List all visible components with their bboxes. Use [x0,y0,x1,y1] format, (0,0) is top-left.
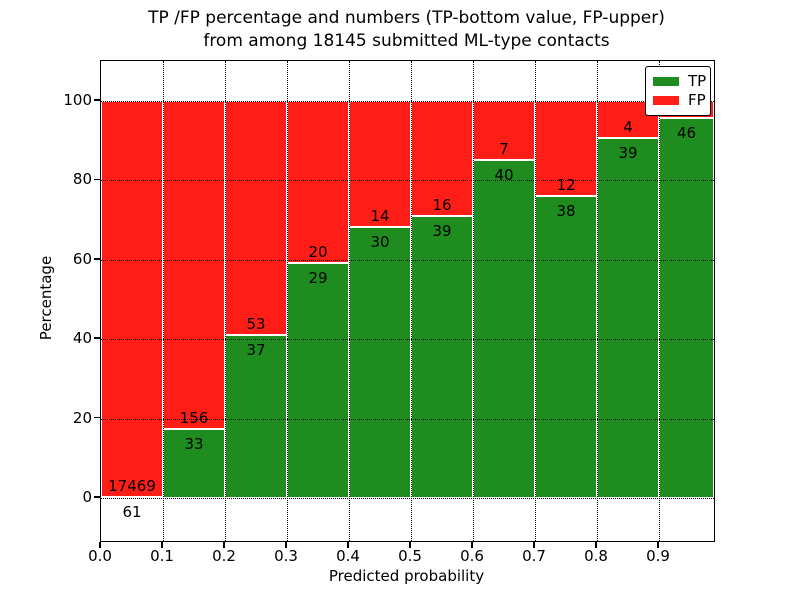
tp-count-label: 38 [556,202,576,221]
vertical-gridline [535,61,536,541]
x-tick-label: 0.0 [88,547,112,565]
y-tick-label: 20 [72,408,92,427]
horizontal-gridline [101,339,714,341]
legend-row: FP [653,91,706,110]
tp-bar-segment [411,216,473,498]
tp-bar-segment [287,263,349,498]
x-tick-mark [161,541,163,548]
horizontal-gridline [101,259,714,261]
y-tick-label: 0 [82,488,92,506]
tp-count-label: 39 [618,143,638,162]
y-tick-label: 80 [72,170,92,189]
fp-count-label: 7 [499,140,509,159]
tp-count-label: 37 [246,340,266,359]
legend-row: TP [653,72,707,91]
y-tick-mark [94,178,100,181]
y-tick-mark [94,99,100,101]
x-tick-mark [285,541,287,548]
fp-legend-label: FP [688,91,706,109]
x-tick-mark [533,541,535,548]
vertical-gridline [473,61,474,541]
tp-bar-segment [659,117,714,498]
plot-area: 17469 61 156 33 53 37 20 29 14 30 16 39 7 40 12 38 4 39 46 [100,60,715,542]
tp-count-label: 33 [184,434,204,453]
y-tick-label: 40 [72,329,92,348]
tp-count-label: 46 [676,123,697,142]
x-tick-mark [223,541,225,548]
x-tick-mark [99,541,101,548]
fp-count-label: 4 [623,117,633,136]
fp-count-label: 14 [370,207,390,226]
x-tick-mark [657,541,659,548]
x-tick-label: 0.8 [584,547,608,565]
x-tick-label: 0.3 [274,547,298,565]
x-tick-mark [471,541,473,548]
y-tick-mark [94,496,100,498]
vertical-gridline [287,61,288,541]
horizontal-gridline [101,498,714,499]
vertical-gridline [349,61,350,541]
x-tick-mark [595,541,597,548]
x-tick-label: 0.2 [212,547,236,565]
y-tick-mark [94,258,100,260]
chart-title: TP /FP percentage and numbers (TP-bottom… [100,7,713,53]
vertical-gridline [659,61,660,541]
tp-bar-segment [473,160,535,498]
fp-count-label: 17469 [108,476,156,495]
fp-count-label: 53 [246,314,266,333]
tp-count-label: 29 [308,269,328,288]
tp-bar-segment [163,428,225,498]
chart-title-line2: from among 18145 submitted ML-type conta… [203,31,610,51]
fp-count-label: 156 [179,408,209,427]
x-tick-label: 0.7 [522,547,546,565]
tp-count-label: 40 [494,166,514,185]
y-tick-label: 60 [72,249,92,268]
vertical-gridline [411,61,412,541]
x-tick-label: 0.5 [398,547,422,565]
horizontal-gridline [101,418,714,420]
vertical-gridline [225,61,226,541]
fp-bar-segment [287,101,349,264]
horizontal-gridline [101,101,714,102]
tp-bar-segment [349,227,411,498]
x-axis-label: Predicted probability [328,567,485,585]
fp-count-label: 12 [556,176,576,195]
tp-count-label: 61 [122,502,142,521]
y-tick-mark [94,337,100,339]
fp-bar-segment [163,101,225,429]
vertical-gridline [163,61,164,541]
tp-count-label: 39 [432,222,452,241]
x-tick-label: 0.4 [336,547,360,565]
tp-legend-swatch [653,77,679,86]
fp-bar-segment [101,101,163,497]
y-tick-mark [94,416,100,419]
x-tick-mark [347,541,349,548]
fp-count-label: 16 [432,196,452,215]
y-axis-label: Percentage [37,255,55,341]
legend: TP FP [645,66,711,116]
tp-bar-segment [535,196,597,498]
fp-bar-segment [473,101,535,161]
fp-count-label: 20 [308,243,328,262]
x-tick-label: 0.1 [150,547,174,565]
tp-count-label: 30 [370,233,390,252]
x-tick-label: 0.9 [646,547,670,565]
x-tick-mark [409,541,411,548]
x-tick-label: 0.6 [460,547,484,565]
fp-legend-swatch [653,96,679,105]
fp-bar-segment [225,101,287,335]
vertical-gridline [597,61,598,541]
tp-bar-segment [597,137,659,498]
horizontal-gridline [101,180,714,182]
tp-legend-label: TP [688,72,707,90]
tp-bar-segment [225,334,287,498]
chart-title-line1: TP /FP percentage and numbers (TP-bottom… [148,8,665,28]
y-tick-label: 100 [63,91,92,109]
